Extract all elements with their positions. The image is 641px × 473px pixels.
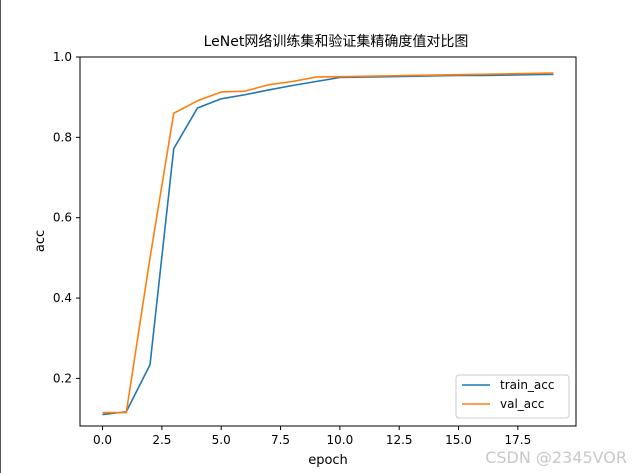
series-line-train_acc	[102, 73, 554, 416]
y-axis-ticks: 0.2 0.4 0.6 0.8 1.0	[53, 50, 80, 385]
legend-label-train_acc: train_acc	[500, 378, 554, 392]
x-tick-label: 2.5	[152, 433, 171, 447]
y-tick-label: 0.4	[53, 291, 72, 305]
y-tick-label: 0.8	[53, 130, 72, 144]
window-edge	[0, 0, 1, 473]
x-tick-label: 5.0	[212, 433, 231, 447]
legend-label-val_acc: val_acc	[500, 397, 544, 411]
watermark: CSDN @2345VOR	[485, 448, 627, 467]
legend: train_acc val_acc	[455, 374, 570, 419]
y-tick-label: 0.6	[53, 211, 72, 225]
y-axis-label: acc	[33, 230, 48, 252]
x-tick-label: 17.5	[504, 433, 531, 447]
x-axis-ticks: 0.0 2.5 5.0 7.5 10.0 12.5 15.0 17.5	[93, 426, 531, 447]
series-line-val_acc	[102, 72, 554, 414]
x-tick-label: 12.5	[386, 433, 413, 447]
x-tick-label: 0.0	[93, 433, 112, 447]
plot-frame	[79, 56, 577, 427]
series-layer	[102, 72, 554, 416]
x-tick-label: 10.0	[327, 433, 354, 447]
x-tick-label: 7.5	[271, 433, 290, 447]
y-tick-label: 0.2	[53, 371, 72, 385]
y-tick-label: 1.0	[53, 50, 72, 64]
x-axis-label: epoch	[308, 453, 348, 468]
x-tick-label: 15.0	[445, 433, 472, 447]
chart-title: LeNet网络训练集和验证集精确度值对比图	[204, 33, 469, 50]
